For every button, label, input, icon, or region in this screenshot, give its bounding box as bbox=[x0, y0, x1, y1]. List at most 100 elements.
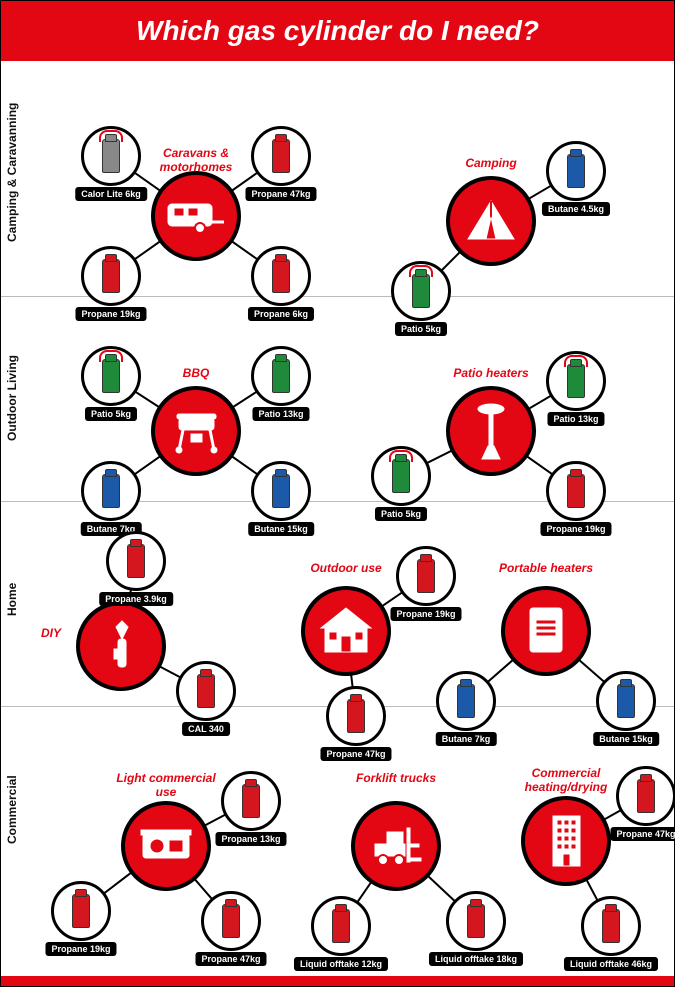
cylinder-node: Propane 47kg bbox=[201, 891, 261, 951]
cluster-title: Light commercial use bbox=[106, 771, 226, 799]
content-area: Camping & Caravanning Outdoor Living Home C… bbox=[1, 61, 674, 976]
cylinder-label: Propane 47kg bbox=[245, 187, 316, 201]
cylinder-node: Calor Lite 6kg bbox=[81, 126, 141, 186]
cylinder-icon bbox=[102, 139, 120, 173]
cylinder-label: Patio 13kg bbox=[252, 407, 309, 421]
cylinder-node: Propane 3.9kg bbox=[106, 531, 166, 591]
cluster-title: DIY bbox=[41, 626, 161, 640]
cylinder-icon bbox=[102, 474, 120, 508]
cylinder-label: Liquid offtake 18kg bbox=[429, 952, 523, 966]
cylinder-node: Liquid offtake 46kg bbox=[581, 896, 641, 956]
cylinder-icon bbox=[637, 779, 655, 813]
hub-lightcommercial bbox=[121, 801, 211, 891]
cluster-title: Camping bbox=[431, 156, 551, 170]
cylinder-node: Butane 15kg bbox=[596, 671, 656, 731]
cylinder-label: Butane 15kg bbox=[248, 522, 314, 536]
row-label: Home bbox=[5, 582, 19, 615]
page-title: Which gas cylinder do I need? bbox=[136, 15, 539, 47]
cylinder-icon bbox=[222, 904, 240, 938]
cylinder-icon bbox=[602, 909, 620, 943]
cylinder-label: Liquid offtake 12kg bbox=[294, 957, 388, 971]
cylinder-label: Propane 47kg bbox=[320, 747, 391, 761]
header: Which gas cylinder do I need? bbox=[1, 1, 674, 61]
cluster-title: BBQ bbox=[136, 366, 256, 380]
cylinder-icon bbox=[457, 684, 475, 718]
hub-camping bbox=[446, 176, 536, 266]
cluster-title: Forklift trucks bbox=[336, 771, 456, 785]
cylinder-icon bbox=[272, 359, 290, 393]
cylinder-node: Propane 19kg bbox=[546, 461, 606, 521]
cylinder-label: Calor Lite 6kg bbox=[75, 187, 147, 201]
cylinder-icon bbox=[617, 684, 635, 718]
cylinder-icon bbox=[72, 894, 90, 928]
cluster-title: Caravans & motorhomes bbox=[136, 146, 256, 174]
hub-portableheaters bbox=[501, 586, 591, 676]
row-label: Outdoor Living bbox=[5, 355, 19, 441]
cylinder-node: Butane 4.5kg bbox=[546, 141, 606, 201]
cylinder-icon bbox=[412, 274, 430, 308]
cylinder-node: Propane 6kg bbox=[251, 246, 311, 306]
cylinder-icon bbox=[102, 259, 120, 293]
cylinder-label: CAL 340 bbox=[182, 722, 230, 736]
hub-forklift bbox=[351, 801, 441, 891]
cylinder-node: Propane 19kg bbox=[81, 246, 141, 306]
cylinder-node: Patio 5kg bbox=[371, 446, 431, 506]
cluster-title: Outdoor use bbox=[286, 561, 406, 575]
cylinder-label: Liquid offtake 46kg bbox=[564, 957, 658, 971]
cylinder-label: Butane 4.5kg bbox=[542, 202, 610, 216]
cylinder-icon bbox=[197, 674, 215, 708]
cylinder-label: Propane 19kg bbox=[390, 607, 461, 621]
cylinder-node: Propane 19kg bbox=[51, 881, 111, 941]
cylinder-label: Propane 19kg bbox=[45, 942, 116, 956]
cylinder-icon bbox=[567, 154, 585, 188]
cylinder-label: Patio 5kg bbox=[85, 407, 137, 421]
cylinder-icon bbox=[392, 459, 410, 493]
cylinder-icon bbox=[102, 359, 120, 393]
hub-patioheaters bbox=[446, 386, 536, 476]
hub-commercialheat bbox=[521, 796, 611, 886]
cylinder-node: Patio 13kg bbox=[251, 346, 311, 406]
hub-outdooruse bbox=[301, 586, 391, 676]
cylinder-icon bbox=[127, 544, 145, 578]
cylinder-label: Propane 3.9kg bbox=[99, 592, 173, 606]
cylinder-icon bbox=[272, 259, 290, 293]
cylinder-label: Patio 5kg bbox=[395, 322, 447, 336]
cylinder-node: Propane 47kg bbox=[251, 126, 311, 186]
row-label: Camping & Caravanning bbox=[5, 102, 19, 241]
cylinder-icon bbox=[272, 474, 290, 508]
cylinder-icon bbox=[347, 699, 365, 733]
cylinder-icon bbox=[242, 784, 260, 818]
cylinder-node: Propane 19kg bbox=[396, 546, 456, 606]
cylinder-node: Propane 47kg bbox=[616, 766, 675, 826]
cylinder-node: Liquid offtake 18kg bbox=[446, 891, 506, 951]
cylinder-node: Propane 13kg bbox=[221, 771, 281, 831]
cylinder-label: Butane 7kg bbox=[436, 732, 497, 746]
hub-caravans bbox=[151, 171, 241, 261]
cylinder-icon bbox=[417, 559, 435, 593]
footer-bar bbox=[1, 976, 674, 986]
cylinder-node: Patio 5kg bbox=[81, 346, 141, 406]
cylinder-icon bbox=[567, 474, 585, 508]
cylinder-label: Propane 6kg bbox=[248, 307, 314, 321]
cylinder-label: Propane 47kg bbox=[610, 827, 675, 841]
cylinder-label: Propane 19kg bbox=[540, 522, 611, 536]
cylinder-icon bbox=[467, 904, 485, 938]
cylinder-node: Liquid offtake 12kg bbox=[311, 896, 371, 956]
cylinder-node: Butane 7kg bbox=[81, 461, 141, 521]
hub-diy bbox=[76, 601, 166, 691]
cylinder-node: Butane 15kg bbox=[251, 461, 311, 521]
cluster-title: Patio heaters bbox=[431, 366, 551, 380]
cylinder-label: Patio 5kg bbox=[375, 507, 427, 521]
cylinder-icon bbox=[272, 139, 290, 173]
cluster-title: Portable heaters bbox=[486, 561, 606, 575]
cylinder-node: Propane 47kg bbox=[326, 686, 386, 746]
cylinder-label: Propane 19kg bbox=[75, 307, 146, 321]
cylinder-label: Patio 13kg bbox=[547, 412, 604, 426]
cylinder-icon bbox=[567, 364, 585, 398]
hub-bbq bbox=[151, 386, 241, 476]
cylinder-label: Propane 13kg bbox=[215, 832, 286, 846]
cylinder-node: CAL 340 bbox=[176, 661, 236, 721]
cylinder-node: Butane 7kg bbox=[436, 671, 496, 731]
cylinder-node: Patio 13kg bbox=[546, 351, 606, 411]
cylinder-label: Propane 47kg bbox=[195, 952, 266, 966]
